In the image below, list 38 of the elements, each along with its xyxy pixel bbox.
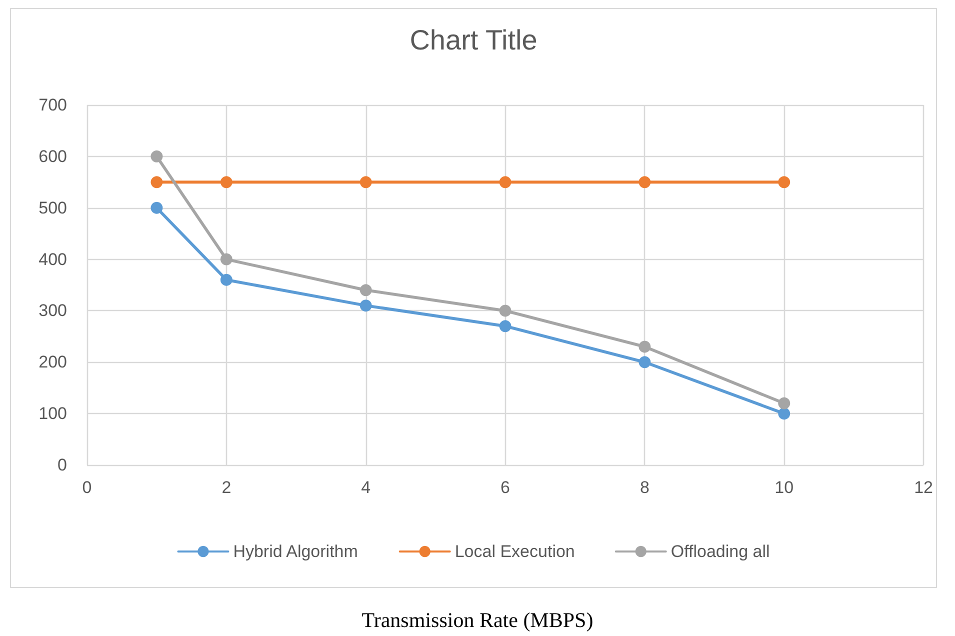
y-tick-label: 400 — [38, 250, 67, 269]
point — [360, 176, 372, 188]
point — [499, 304, 512, 317]
x-tick-label: 8 — [640, 478, 650, 497]
x-tick-label: 12 — [914, 478, 934, 497]
chart-title: Chart Title — [410, 24, 538, 56]
point — [220, 176, 232, 188]
point — [150, 202, 163, 214]
point — [638, 340, 651, 353]
point — [360, 284, 372, 296]
y-tick-label: 200 — [38, 352, 67, 372]
y-tick-label: 500 — [38, 198, 67, 218]
x-tick-label: 4 — [361, 478, 371, 497]
point — [150, 176, 163, 188]
point — [778, 176, 790, 188]
point — [220, 274, 232, 286]
x-tick-label: 10 — [774, 478, 794, 497]
point — [499, 320, 512, 332]
x-tick-label: 6 — [500, 478, 510, 497]
y-tick-label: 700 — [38, 96, 67, 114]
legend-label: Hybrid Algorithm — [233, 542, 358, 561]
point — [150, 150, 163, 162]
legend-label: Offloading all — [670, 542, 770, 561]
x-tick-label: 2 — [222, 478, 232, 497]
legend-label: Local Execution — [454, 542, 575, 561]
point — [220, 253, 232, 266]
point — [638, 176, 651, 188]
text: Transmission Rate (MBPS) — [360, 608, 594, 633]
y-tick-label: 600 — [38, 146, 67, 166]
y-tick-label: 300 — [38, 301, 67, 320]
y-tick-label: 100 — [38, 404, 67, 424]
point — [360, 300, 372, 312]
x-tick-label: 0 — [82, 478, 92, 497]
point — [778, 408, 790, 420]
point — [638, 356, 651, 368]
point — [778, 397, 790, 410]
point — [499, 176, 512, 188]
y-tick-label: 0 — [58, 456, 67, 474]
